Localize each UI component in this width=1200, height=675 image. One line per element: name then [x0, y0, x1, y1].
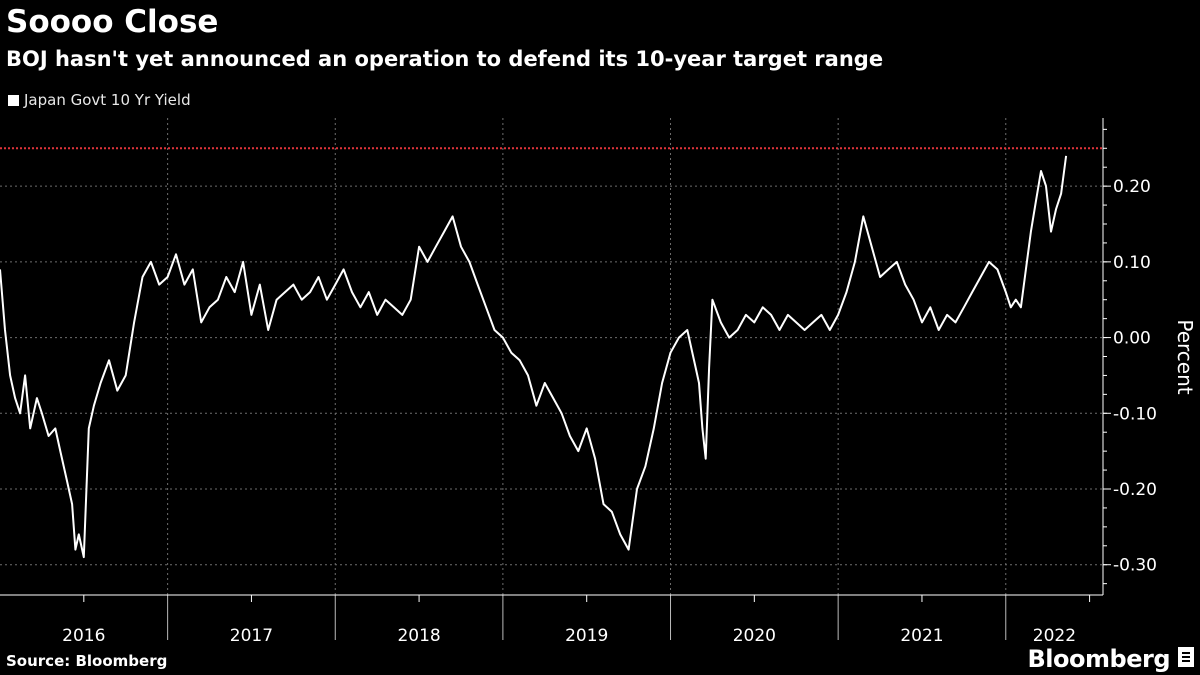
- y-tick-label: 0.00: [1113, 329, 1151, 349]
- x-tick-label: 2022: [1033, 626, 1076, 646]
- y-axis-label: Percent: [1173, 319, 1197, 394]
- x-tick-label: 2016: [62, 626, 105, 646]
- y-tick-label: 0.10: [1113, 253, 1151, 273]
- x-tick-label: 2017: [230, 626, 273, 646]
- source-note: Source: Bloomberg: [6, 652, 168, 670]
- chart-title: Soooo Close: [6, 4, 219, 40]
- y-tick-label: -0.30: [1113, 556, 1157, 576]
- bloomberg-logo: Bloomberg: [1027, 645, 1171, 673]
- chart-subtitle: BOJ hasn't yet announced an operation to…: [6, 47, 884, 71]
- y-tick-label: -0.10: [1113, 404, 1157, 424]
- y-tick-label: 0.20: [1113, 177, 1151, 197]
- x-tick-label: 2018: [397, 626, 440, 646]
- legend-swatch: [8, 94, 19, 106]
- x-tick-label: 2019: [565, 626, 608, 646]
- legend-label: Japan Govt 10 Yr Yield: [24, 91, 191, 109]
- legend: Japan Govt 10 Yr Yield: [8, 91, 191, 109]
- x-tick-label: 2020: [733, 626, 776, 646]
- y-tick-label: -0.20: [1113, 480, 1157, 500]
- x-tick-label: 2021: [900, 626, 943, 646]
- series-line-jgb-10y: [0, 155, 1068, 559]
- bloomberg-terminal-icon: [1178, 647, 1194, 667]
